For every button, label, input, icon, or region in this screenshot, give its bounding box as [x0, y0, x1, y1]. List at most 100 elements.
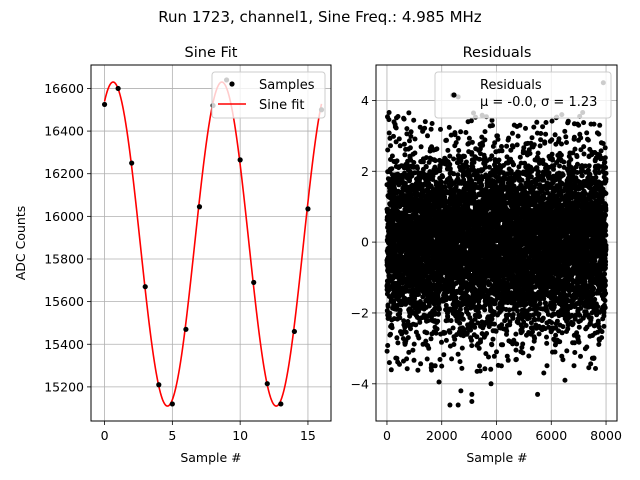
residual-point	[452, 336, 458, 342]
residual-point	[412, 150, 418, 156]
residual-point	[388, 143, 393, 149]
residual-point	[468, 327, 474, 333]
residual-point	[387, 310, 393, 316]
residual-point	[417, 319, 423, 325]
residual-point	[386, 130, 392, 136]
residual-point	[489, 342, 495, 348]
sample-point	[278, 401, 284, 407]
residual-point	[447, 166, 453, 172]
residual-point	[423, 338, 429, 344]
sample-point	[156, 382, 162, 388]
residual-point	[440, 174, 446, 180]
residual-point	[499, 148, 505, 154]
residual-point	[513, 356, 519, 362]
residual-point	[418, 144, 424, 150]
residual-point	[389, 153, 395, 159]
residual-point	[424, 330, 430, 336]
residual-point	[474, 334, 480, 340]
residual-point	[406, 349, 412, 355]
residual-point	[416, 335, 422, 341]
sine-fit-legend: Samples Sine fit	[211, 71, 326, 119]
residual-point	[476, 345, 482, 351]
residual-point	[401, 141, 407, 147]
residual-point	[407, 145, 413, 151]
residuals-data	[384, 80, 609, 408]
residual-point	[511, 162, 516, 167]
residual-point	[428, 126, 434, 132]
residual-point	[439, 179, 445, 185]
residual-point	[389, 325, 395, 331]
residual-point	[412, 136, 418, 142]
residual-point	[415, 367, 421, 373]
residual-point	[484, 331, 490, 336]
residual-point	[404, 131, 410, 137]
residual-point	[444, 137, 449, 143]
residual-point	[432, 158, 438, 164]
residual-point	[453, 140, 459, 146]
residual-point	[432, 363, 438, 369]
residual-point	[455, 172, 461, 178]
residual-point	[439, 339, 444, 345]
residual-point	[445, 147, 451, 153]
residual-point	[443, 337, 449, 343]
residual-point	[411, 357, 417, 363]
residual-point	[429, 367, 434, 373]
residual-point	[469, 343, 475, 349]
residual-point	[458, 158, 464, 163]
sample-point	[101, 101, 108, 108]
sine-fit-panel: Sine Fit 0 5 10 151520015400156001580016000…	[13, 45, 332, 465]
residual-point	[423, 164, 429, 170]
residual-point	[480, 142, 486, 148]
residual-point	[476, 156, 482, 162]
sample-point	[305, 206, 311, 212]
residual-point	[475, 320, 481, 326]
residual-point	[402, 152, 408, 158]
residual-point	[428, 336, 434, 342]
residual-point	[442, 330, 448, 336]
residual-point	[471, 159, 477, 165]
residual-point	[504, 143, 510, 149]
residual-point	[438, 126, 443, 132]
residual-point	[395, 114, 401, 119]
residual-point	[425, 318, 431, 324]
residual-point	[415, 165, 420, 171]
residual-point	[469, 139, 475, 145]
residual-point	[457, 320, 463, 326]
residual-point	[405, 319, 411, 324]
sine-fit-ytick-label: 16000	[44, 209, 84, 224]
sine-fit-grid	[91, 65, 331, 421]
residual-point	[403, 329, 409, 335]
residual-point	[384, 348, 390, 354]
residual-point	[394, 335, 400, 341]
residual-point	[426, 303, 432, 309]
residual-point	[452, 132, 458, 138]
residual-point	[475, 172, 480, 178]
residual-point	[463, 130, 469, 135]
sine-fit-ytick-label: 16600	[44, 81, 84, 96]
residual-point	[386, 117, 392, 123]
residual-point	[457, 359, 463, 365]
figure-title: Run 1723, channel1, Sine Freq.: 4.985 MH…	[158, 8, 482, 26]
residual-point	[420, 294, 426, 300]
sample-point	[115, 85, 121, 92]
residual-point	[404, 126, 410, 132]
residual-point	[488, 366, 494, 372]
residual-point	[401, 318, 407, 324]
residual-point	[490, 336, 496, 342]
residual-point	[434, 326, 440, 332]
residual-point	[505, 357, 511, 363]
residual-point	[448, 132, 454, 138]
residual-point	[510, 312, 516, 317]
residual-point	[459, 311, 465, 317]
residual-point	[418, 361, 424, 367]
residual-point	[514, 341, 520, 347]
residual-point	[413, 322, 419, 328]
residual-point	[393, 125, 399, 131]
residual-point	[385, 206, 391, 212]
residual-point	[451, 156, 457, 162]
residual-point	[500, 342, 506, 348]
sine-fit-xtick-label: 5	[168, 428, 176, 443]
sample-point	[169, 401, 175, 407]
residual-point	[411, 117, 417, 123]
